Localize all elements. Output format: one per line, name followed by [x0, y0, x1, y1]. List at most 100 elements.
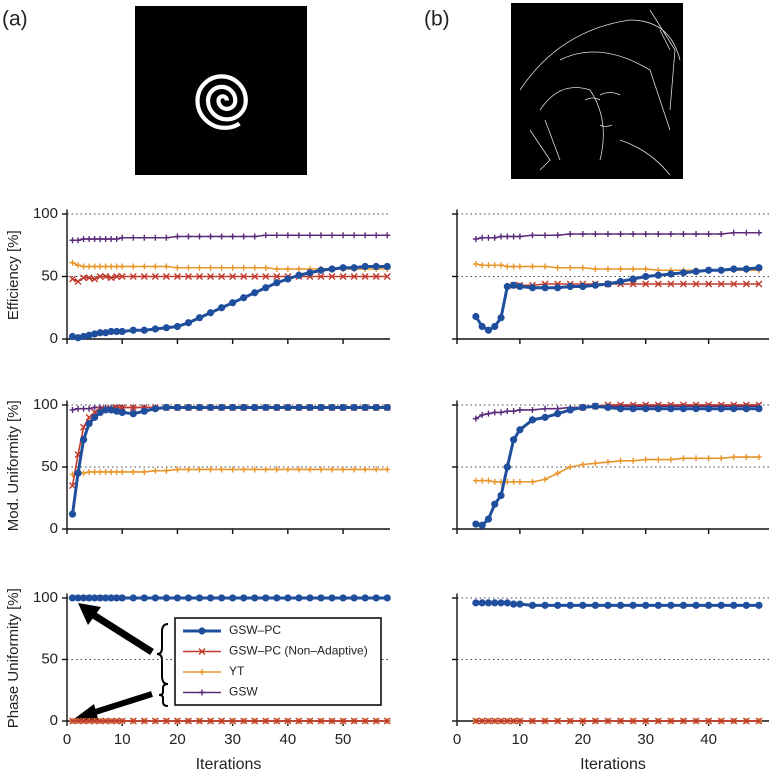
marker: [484, 326, 493, 334]
y-tick-label: 50: [41, 267, 58, 284]
marker: [74, 717, 82, 725]
marker: [655, 456, 662, 463]
marker: [306, 594, 314, 602]
marker: [541, 601, 549, 609]
marker: [351, 466, 358, 473]
x-tick-label: 10: [512, 731, 529, 748]
marker: [497, 717, 505, 725]
marker: [196, 466, 203, 473]
marker: [75, 237, 82, 244]
x-tick-label: 20: [169, 731, 186, 748]
marker: [80, 236, 87, 242]
marker: [74, 594, 82, 602]
marker: [102, 236, 109, 242]
marker: [86, 263, 93, 270]
marker: [162, 403, 170, 412]
marker: [284, 717, 292, 725]
marker: [130, 468, 137, 475]
marker: [742, 717, 750, 725]
marker: [198, 627, 206, 635]
marker: [692, 717, 700, 725]
marker: [579, 403, 587, 412]
marker: [141, 468, 148, 475]
marker: [163, 234, 170, 241]
marker: [218, 466, 225, 473]
marker: [218, 233, 225, 240]
marker: [579, 264, 586, 271]
marker: [542, 476, 549, 483]
marker: [591, 402, 599, 410]
spiral-image: [135, 6, 307, 175]
panel-label: (b): [424, 8, 450, 31]
marker: [679, 405, 688, 413]
marker: [130, 263, 137, 270]
marker: [718, 455, 725, 462]
marker: [755, 717, 763, 725]
x-tick-label: 50: [335, 731, 352, 748]
marker: [185, 233, 192, 240]
marker: [152, 263, 159, 270]
y-tick-label: 50: [41, 458, 58, 475]
marker: [679, 280, 687, 288]
marker: [151, 717, 159, 725]
marker: [340, 466, 347, 473]
marker: [229, 233, 236, 240]
marker: [510, 263, 517, 270]
marker: [497, 491, 505, 500]
marker: [273, 466, 280, 473]
marker: [730, 280, 738, 288]
marker: [383, 594, 391, 602]
marker: [80, 263, 87, 270]
marker: [478, 521, 486, 529]
marker: [755, 280, 763, 288]
marker: [592, 460, 599, 467]
x-tick-label: 10: [114, 731, 131, 748]
marker: [510, 436, 518, 444]
marker: [755, 264, 763, 272]
marker: [184, 403, 193, 412]
marker: [755, 405, 763, 413]
marker: [317, 273, 325, 280]
legend: GSW–PC GSW–PC (Non–Adaptive) YT GSW: [174, 617, 382, 706]
marker: [162, 273, 170, 280]
marker: [119, 468, 126, 475]
marker: [102, 468, 109, 475]
marker: [604, 403, 612, 412]
marker: [85, 419, 93, 428]
marker: [528, 416, 537, 424]
marker: [68, 594, 77, 602]
x-tick-label: 30: [637, 731, 654, 748]
marker: [162, 594, 170, 602]
marker: [705, 717, 713, 725]
marker: [229, 299, 237, 307]
marker: [262, 264, 269, 271]
marker: [362, 232, 369, 239]
marker: [510, 717, 518, 725]
series-line: [71, 406, 388, 486]
marker: [284, 594, 292, 602]
marker: [207, 273, 215, 280]
series-line: [475, 456, 759, 483]
marker: [163, 467, 170, 474]
marker: [113, 468, 120, 475]
marker: [497, 599, 505, 607]
marker: [107, 274, 115, 282]
legend-label: GSW: [229, 685, 258, 699]
series-line: [475, 404, 759, 527]
marker: [91, 330, 99, 338]
marker: [383, 273, 391, 280]
marker: [251, 289, 259, 297]
marker: [85, 331, 93, 339]
marker: [642, 405, 650, 413]
marker: [240, 403, 248, 412]
marker: [680, 455, 687, 462]
marker: [184, 717, 192, 725]
marker: [693, 455, 700, 462]
marker: [240, 594, 248, 602]
lena-edge-image: [511, 3, 683, 179]
marker: [361, 273, 369, 280]
marker: [361, 262, 369, 271]
marker: [185, 264, 192, 271]
marker: [629, 405, 637, 413]
marker: [273, 594, 281, 602]
